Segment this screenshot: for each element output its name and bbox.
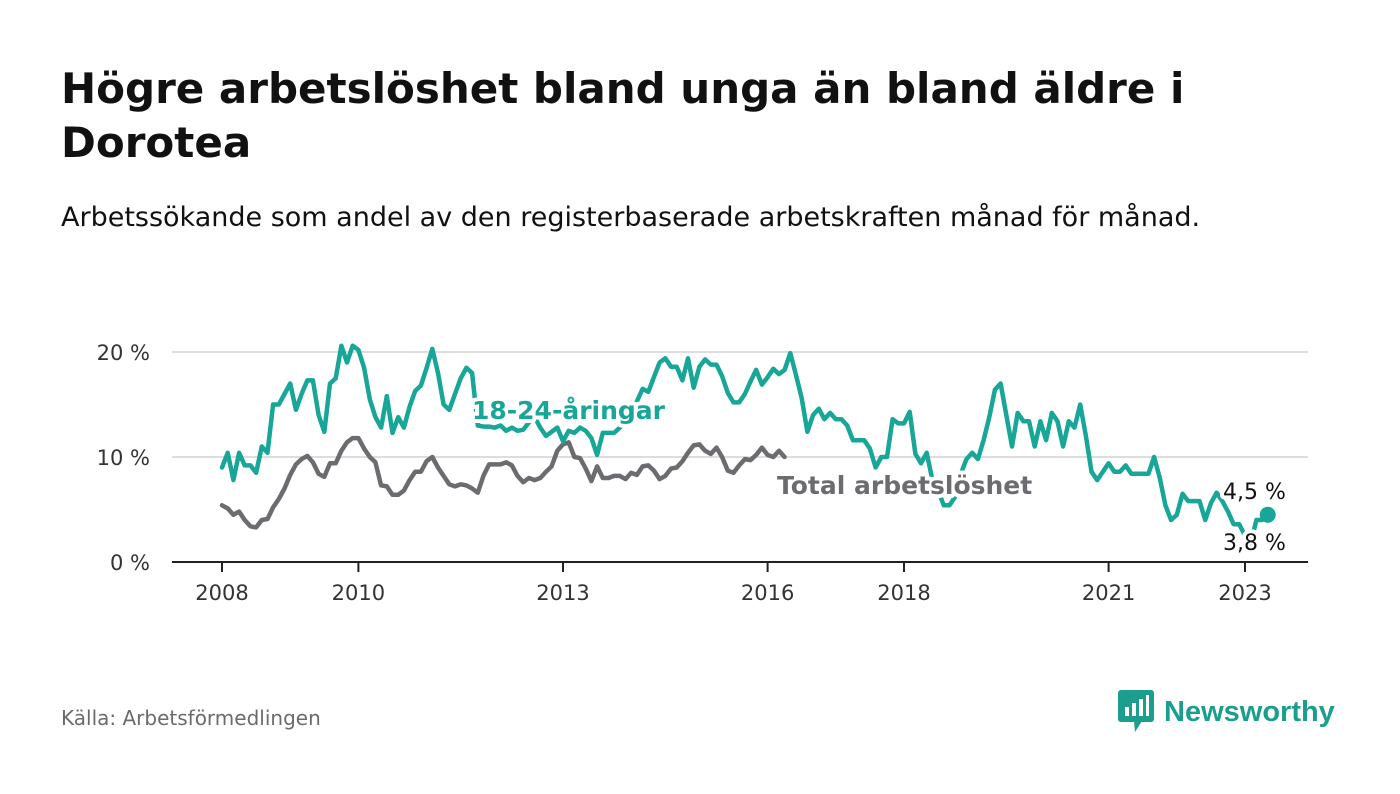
- end-value-total: 3,8 %: [1223, 531, 1286, 556]
- x-tick-label: 2016: [741, 581, 794, 605]
- chart-subtitle: Arbetssökande som andel av den registerb…: [61, 202, 1201, 233]
- series-line-0: [219, 343, 1270, 546]
- series-label-youth-halo: 18-24-åringar: [472, 396, 666, 425]
- chart-title: Högre arbetslöshet bland unga än bland ä…: [61, 64, 1185, 167]
- y-tick-label: 20 %: [97, 341, 150, 365]
- series-label-total: Total arbetslöshet: [777, 471, 1032, 500]
- end-value-youth-halo: 4,5 %: [1223, 480, 1286, 505]
- series-line-1: [219, 435, 787, 530]
- end-value-youth: 4,5 %: [1223, 480, 1286, 505]
- end-marker: [1259, 506, 1276, 523]
- series-label-total-halo: Total arbetslöshet: [777, 471, 1032, 500]
- bar-chart-speech-bubble-icon: [1118, 690, 1154, 732]
- x-tick-label: 2008: [195, 581, 248, 605]
- series-label-youth: 18-24-åringar: [472, 396, 666, 425]
- y-tick-label: 10 %: [97, 446, 150, 470]
- source-note: Källa: Arbetsförmedlingen: [61, 706, 321, 730]
- x-tick-label: 2018: [877, 581, 930, 605]
- end-value-total-halo: 3,8 %: [1223, 531, 1286, 556]
- x-tick-label: 2021: [1082, 581, 1135, 605]
- x-tick-label: 2023: [1218, 581, 1271, 605]
- y-tick-label: 0 %: [110, 551, 150, 575]
- brand-name: Newsworthy: [1164, 695, 1335, 728]
- x-tick-label: 2013: [536, 581, 589, 605]
- x-tick-label: 2010: [332, 581, 385, 605]
- brand-logo[interactable]: Newsworthy: [1118, 690, 1335, 734]
